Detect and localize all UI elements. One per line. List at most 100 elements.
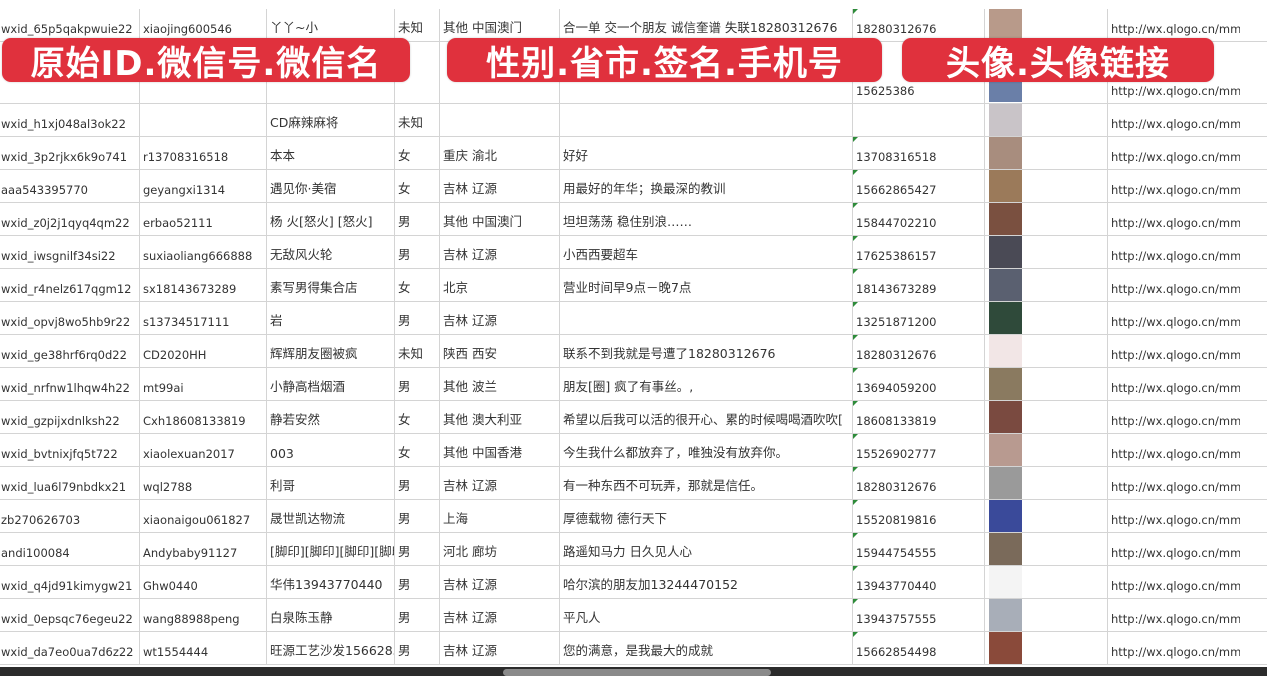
cell-gender[interactable]: 女 xyxy=(395,137,440,169)
cell-avatar-url[interactable]: http://wx.qlogo.cn/mmhead xyxy=(1108,533,1240,565)
cell-wechat-name[interactable]: 利哥 xyxy=(267,467,395,499)
cell-wechat-id[interactable]: geyangxi1314 xyxy=(140,170,267,202)
cell-avatar[interactable] xyxy=(985,137,1108,169)
cell-wechat-name[interactable]: 辉辉朋友圈被疯 xyxy=(267,335,395,367)
cell-avatar[interactable] xyxy=(985,500,1108,532)
cell-gender[interactable]: 男 xyxy=(395,632,440,664)
cell-avatar-url[interactable]: http://wx.qlogo.cn/mmhead xyxy=(1108,335,1240,367)
cell-avatar[interactable] xyxy=(985,467,1108,499)
cell-gender[interactable]: 未知 xyxy=(395,335,440,367)
cell-original-id[interactable]: wxid_3p2rjkx6k9o741 xyxy=(0,137,140,169)
cell-avatar[interactable] xyxy=(985,632,1108,664)
cell-region[interactable]: 吉林 辽源 xyxy=(440,632,560,664)
cell-gender[interactable]: 男 xyxy=(395,302,440,334)
cell-phone[interactable]: 13251871200 xyxy=(853,302,985,334)
cell-avatar-url[interactable]: http://wx.qlogo.cn/mmhead xyxy=(1108,269,1240,301)
cell-avatar-url[interactable]: http://wx.qlogo.cn/mmhead xyxy=(1108,9,1240,41)
cell-wechat-id[interactable]: s13734517111 xyxy=(140,302,267,334)
cell-signature[interactable] xyxy=(560,104,853,136)
cell-region[interactable]: 吉林 辽源 xyxy=(440,599,560,631)
cell-gender[interactable]: 女 xyxy=(395,434,440,466)
cell-avatar[interactable] xyxy=(985,269,1108,301)
cell-wechat-id[interactable]: CD2020HH xyxy=(140,335,267,367)
cell-phone[interactable]: 17625386157 xyxy=(853,236,985,268)
cell-phone[interactable]: 13694059200 xyxy=(853,368,985,400)
cell-region[interactable]: 河北 廊坊 xyxy=(440,533,560,565)
cell-signature[interactable] xyxy=(560,302,853,334)
cell-original-id[interactable]: wxid_0epsqc76egeu22 xyxy=(0,599,140,631)
cell-wechat-name[interactable]: [脚印][脚印][脚印][脚印] xyxy=(267,533,395,565)
cell-region[interactable]: 其他 中国香港 xyxy=(440,434,560,466)
cell-signature[interactable]: 希望以后我可以活的很开心、累的时候喝喝酒吹吹[ xyxy=(560,401,853,433)
cell-wechat-id[interactable]: Ghw0440 xyxy=(140,566,267,598)
cell-avatar-url[interactable]: http://wx.qlogo.cn/mmhead xyxy=(1108,467,1240,499)
cell-signature[interactable]: 朋友[圈] 疯了有事丝。, xyxy=(560,368,853,400)
cell-avatar[interactable] xyxy=(985,533,1108,565)
cell-signature[interactable]: 厚德载物 德行天下 xyxy=(560,500,853,532)
cell-avatar-url[interactable]: http://wx.qlogo.cn/mmhead xyxy=(1108,632,1240,664)
cell-signature[interactable]: 营业时间早9点－晚7点 xyxy=(560,269,853,301)
cell-gender[interactable] xyxy=(395,42,440,103)
cell-phone[interactable]: 15662854498 xyxy=(853,632,985,664)
cell-avatar[interactable] xyxy=(985,104,1108,136)
cell-original-id[interactable]: wxid_da7eo0ua7d6z22 xyxy=(0,632,140,664)
cell-phone[interactable] xyxy=(853,104,985,136)
cell-signature[interactable]: 用最好的年华；换最深的教训 xyxy=(560,170,853,202)
cell-wechat-name[interactable]: 白泉陈玉静 xyxy=(267,599,395,631)
cell-gender[interactable]: 男 xyxy=(395,500,440,532)
cell-original-id[interactable]: wxid_gzpijxdnlksh22 xyxy=(0,401,140,433)
cell-original-id[interactable]: wxid_q4jd91kimygw21 xyxy=(0,566,140,598)
cell-original-id[interactable]: aaa543395770 xyxy=(0,170,140,202)
cell-phone[interactable]: 15526902777 xyxy=(853,434,985,466)
cell-phone[interactable]: 13708316518 xyxy=(853,137,985,169)
cell-avatar[interactable] xyxy=(985,9,1108,41)
cell-wechat-id[interactable]: xiaolexuan2017 xyxy=(140,434,267,466)
cell-avatar[interactable] xyxy=(985,236,1108,268)
horizontal-scrollbar[interactable] xyxy=(503,669,771,676)
cell-avatar[interactable] xyxy=(985,434,1108,466)
cell-phone[interactable]: 18280312676 xyxy=(853,467,985,499)
cell-wechat-name[interactable]: 小静高档烟酒 xyxy=(267,368,395,400)
cell-wechat-name[interactable]: 003 xyxy=(267,434,395,466)
cell-wechat-name[interactable]: 丫丫~小 xyxy=(267,9,395,41)
cell-gender[interactable]: 女 xyxy=(395,401,440,433)
cell-wechat-name[interactable]: 晟世凯达物流 xyxy=(267,500,395,532)
cell-avatar-url[interactable]: http://wx.qlogo.cn/mmhead xyxy=(1108,104,1240,136)
cell-phone[interactable]: 15944754555 xyxy=(853,533,985,565)
cell-wechat-name[interactable]: 遇见你·美宿 xyxy=(267,170,395,202)
cell-avatar-url[interactable]: http://wx.qlogo.cn/mmhead xyxy=(1108,236,1240,268)
cell-avatar-url[interactable]: http://wx.qlogo.cn/mmhead xyxy=(1108,137,1240,169)
cell-wechat-name[interactable]: 杨 火[怒火] [怒火] xyxy=(267,203,395,235)
cell-phone[interactable]: 18608133819 xyxy=(853,401,985,433)
cell-original-id[interactable]: wxid_iwsgnilf34si22 xyxy=(0,236,140,268)
cell-region[interactable]: 其他 澳大利亚 xyxy=(440,401,560,433)
cell-gender[interactable]: 未知 xyxy=(395,9,440,41)
cell-wechat-id[interactable]: xiaojing600546 xyxy=(140,9,267,41)
cell-signature[interactable]: 今生我什么都放弃了，唯独没有放弃你。 xyxy=(560,434,853,466)
cell-avatar[interactable] xyxy=(985,335,1108,367)
cell-wechat-name[interactable]: 岩 xyxy=(267,302,395,334)
cell-signature[interactable]: 小西西要超车 xyxy=(560,236,853,268)
cell-wechat-id[interactable]: erbao52111 xyxy=(140,203,267,235)
cell-original-id[interactable]: wxid_z0j2j1qyq4qm22 xyxy=(0,203,140,235)
cell-original-id[interactable]: wxid_65p5qakpwuie22 xyxy=(0,9,140,41)
cell-avatar[interactable] xyxy=(985,302,1108,334)
cell-avatar-url[interactable]: http://wx.qlogo.cn/mmhead xyxy=(1108,566,1240,598)
cell-signature[interactable]: 合一单 交一个朋友 诚信奎谱 失联18280312676 xyxy=(560,9,853,41)
cell-wechat-id[interactable]: wang88988peng xyxy=(140,599,267,631)
cell-gender[interactable]: 女 xyxy=(395,269,440,301)
cell-wechat-id[interactable]: mt99ai xyxy=(140,368,267,400)
cell-wechat-id[interactable]: r13708316518 xyxy=(140,137,267,169)
cell-region[interactable]: 北京 xyxy=(440,269,560,301)
cell-avatar-url[interactable]: http://wx.qlogo.cn/mmhead xyxy=(1108,203,1240,235)
cell-wechat-id[interactable]: sx18143673289 xyxy=(140,269,267,301)
cell-avatar-url[interactable]: http://wx.qlogo.cn/mmhead xyxy=(1108,368,1240,400)
cell-gender[interactable]: 男 xyxy=(395,533,440,565)
cell-wechat-name[interactable]: CD麻辣麻将 xyxy=(267,104,395,136)
cell-signature[interactable]: 联系不到我就是号遭了18280312676 xyxy=(560,335,853,367)
cell-signature[interactable]: 路遥知马力 日久见人心 xyxy=(560,533,853,565)
cell-wechat-name[interactable]: 无敌风火轮 xyxy=(267,236,395,268)
cell-phone[interactable]: 13943770440 xyxy=(853,566,985,598)
cell-avatar[interactable] xyxy=(985,566,1108,598)
cell-wechat-id[interactable]: suxiaoliang666888 xyxy=(140,236,267,268)
